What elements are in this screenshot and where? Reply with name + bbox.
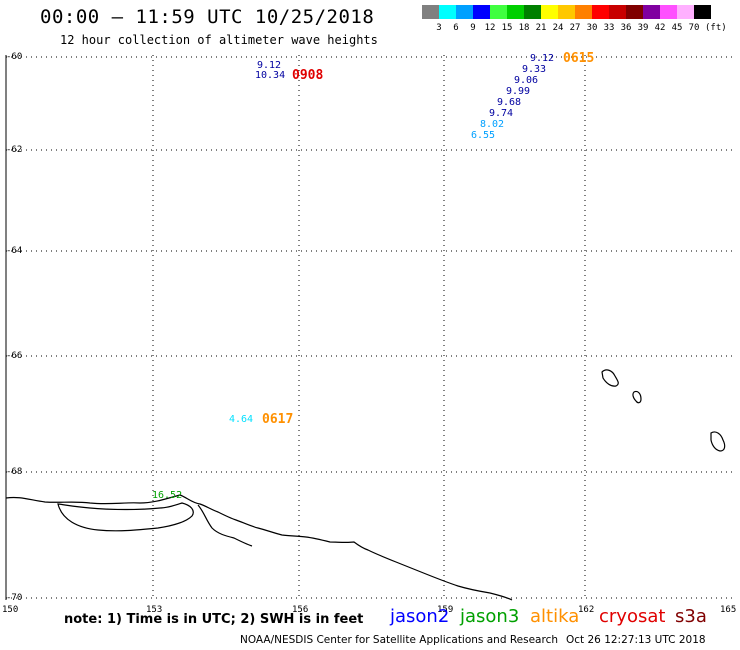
legend-swatch — [541, 5, 558, 19]
swh-value: 4.64 — [229, 414, 254, 425]
legend-label: 12 — [484, 23, 496, 33]
island — [632, 390, 642, 404]
lon-gridlines — [152, 55, 586, 600]
legend-swatch — [592, 5, 609, 19]
swh-value: 9.06 — [514, 75, 539, 86]
legend-label: 3 — [436, 23, 442, 33]
legend-swatch — [575, 5, 592, 19]
lat-label: -60 — [6, 52, 23, 62]
swh-value: 8.02 — [480, 119, 505, 130]
legend-swatch — [694, 5, 711, 19]
island — [601, 369, 619, 387]
legend-unit: (ft) — [705, 23, 727, 33]
lat-label: -70 — [6, 593, 23, 603]
lon-label: 156 — [292, 605, 309, 615]
generated-timestamp: Oct 26 12:27:13 UTC 2018 — [566, 634, 706, 646]
swh-value: 9.12 — [530, 53, 555, 64]
legend-label: 33 — [603, 23, 615, 33]
legend-swatch — [558, 5, 575, 19]
legend-label: 36 — [620, 23, 632, 33]
legend-swatch — [456, 5, 473, 19]
island — [710, 431, 726, 452]
satellite-legend-altika: altika — [530, 606, 580, 627]
lon-label: 153 — [146, 605, 163, 615]
lon-label: 162 — [578, 605, 595, 615]
legend-swatch — [524, 5, 541, 19]
legend-label: 39 — [637, 23, 649, 33]
pass-time: 0615 — [563, 51, 595, 66]
legend-swatch — [490, 5, 507, 19]
pass-time: 0617 — [262, 412, 294, 427]
swh-value: 9.33 — [522, 64, 547, 75]
legend-swatch — [422, 5, 439, 19]
credit-line: NOAA/NESDIS Center for Satellite Applica… — [240, 634, 558, 646]
map-subtitle: 12 hour collection of altimeter wave hei… — [60, 33, 378, 47]
swh-value: 6.55 — [471, 130, 496, 141]
lat-label: -62 — [6, 145, 23, 155]
legend-label: 21 — [535, 23, 547, 33]
lon-label: 150 — [2, 605, 19, 615]
legend-swatch — [473, 5, 490, 19]
swh-value: 9.68 — [497, 97, 522, 108]
legend-label: 9 — [470, 23, 476, 33]
legend-label: 45 — [671, 23, 683, 33]
legend-label: 15 — [501, 23, 513, 33]
legend-label: 30 — [586, 23, 598, 33]
legend-swatch — [626, 5, 643, 19]
swh-value: 9.99 — [506, 86, 531, 97]
legend-label: 6 — [453, 23, 459, 33]
legend-label: 42 — [654, 23, 666, 33]
lat-gridlines — [6, 56, 735, 599]
swh-value: 10.34 — [255, 70, 286, 81]
satellite-legend-jason2: jason2 — [390, 606, 450, 627]
swh-value: 9.74 — [489, 108, 514, 119]
footer-note: note: 1) Time is in UTC; 2) SWH is in fe… — [64, 612, 364, 627]
legend-swatch — [643, 5, 660, 19]
legend-label: 24 — [552, 23, 564, 33]
lat-label: -68 — [6, 467, 23, 477]
satellite-legend-cryosat: cryosat — [599, 606, 666, 627]
lon-label: 159 — [437, 605, 454, 615]
legend-label: 27 — [569, 23, 581, 33]
lat-label: -66 — [6, 351, 23, 361]
pass-time: 0908 — [292, 68, 324, 83]
coastline-inlet — [197, 504, 253, 547]
satellite-legend-jason3: jason3 — [460, 606, 520, 627]
legend-swatch — [609, 5, 626, 19]
legend-label: 18 — [518, 23, 530, 33]
coastline — [5, 494, 513, 601]
swh-value: 9.12 — [257, 60, 282, 71]
legend-label: 70 — [688, 23, 700, 33]
satellite-legend-s3a: s3a — [675, 606, 707, 627]
swh-value: 16.52 — [152, 490, 183, 501]
legend-swatch — [507, 5, 524, 19]
coastline-bay — [57, 502, 194, 532]
lon-label: 165 — [720, 605, 737, 615]
legend-swatch — [660, 5, 677, 19]
legend-swatch — [439, 5, 456, 19]
map-title: 00:00 – 11:59 UTC 10/25/2018 — [40, 6, 375, 28]
legend-swatch — [677, 5, 694, 19]
lat-label: -64 — [6, 246, 23, 256]
